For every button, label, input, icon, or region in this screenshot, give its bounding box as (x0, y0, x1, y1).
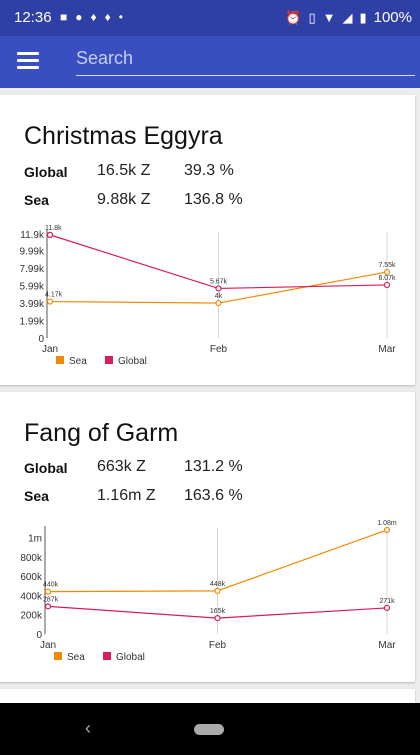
status-time: 12:36 (14, 9, 52, 26)
battery-icon: ▮ (359, 9, 367, 25)
data-label: 7.55k (378, 262, 396, 269)
global-percent: 131.2 % (184, 458, 243, 475)
data-label: 1.08m (377, 520, 397, 527)
y-tick-label: 7.99k (20, 264, 45, 275)
back-icon[interactable]: ‹ (85, 718, 91, 738)
battery-percent: 100% (373, 9, 412, 26)
y-tick-label: 3.99k (20, 299, 45, 310)
global-price: 16.5k Z (97, 162, 151, 179)
data-point (46, 231, 54, 238)
bulb-icon: ♦ (90, 10, 97, 24)
y-tick-label: 1m (28, 534, 42, 545)
y-tick-label: 800k (20, 553, 43, 564)
data-point (383, 281, 391, 289)
vibrate-icon: ▯ (308, 9, 316, 25)
data-label: 448k (210, 581, 226, 588)
navigation-bar: ‹ (0, 703, 420, 755)
y-tick-label: 400k (20, 591, 43, 602)
data-label: 11.8k (45, 225, 62, 232)
data-point (214, 587, 221, 594)
data-label: 4.17k (45, 292, 63, 299)
y-tick-label: 11.9k (20, 230, 45, 241)
legend-label: Global (116, 652, 145, 663)
legend-swatch (103, 652, 111, 660)
legend-label: Sea (69, 356, 87, 367)
dot-icon: • (118, 10, 123, 24)
sea-label: Sea (24, 192, 49, 208)
y-tick-label: 9.99k (20, 247, 45, 258)
system-icons: ⏰ ▯ ▼ ◢ ▮ 100% (285, 9, 412, 26)
data-point (215, 299, 222, 307)
sea-label: Sea (24, 488, 49, 504)
y-tick-label: 0 (38, 334, 44, 345)
legend-label: Global (118, 356, 147, 367)
sea-percent: 136.8 % (184, 191, 243, 208)
facebook-icon: ■ (60, 10, 68, 24)
global-label: Global (24, 460, 68, 476)
item-card[interactable]: Fang of Garm Global 663k Z 131.2 % Sea 1… (0, 392, 415, 682)
x-tick-label: Feb (209, 640, 227, 651)
bulb-icon: ♦ (104, 10, 111, 24)
legend-label: Sea (67, 652, 85, 663)
alarm-icon: ⏰ (285, 9, 302, 25)
data-point (215, 285, 222, 292)
price-chart: 0 1.99k 3.99k 5.99k 7.99k 9.99k 11.9k Jan Feb Mar… (20, 225, 397, 367)
sea-price: 1.16m Z (97, 487, 156, 504)
data-label: 287k (43, 596, 59, 603)
y-tick-label: 600k (20, 572, 43, 583)
search-input[interactable]: Search (76, 46, 415, 76)
data-label: 5.67k (210, 278, 228, 285)
content-scroll[interactable]: Christmas Eggyra Global 16.5k Z 39.3 % S… (0, 88, 420, 703)
x-tick-label: Jan (40, 640, 56, 651)
data-point (383, 604, 391, 612)
global-percent: 39.3 % (184, 162, 234, 179)
x-tick-label: Mar (378, 344, 396, 355)
data-point (383, 268, 391, 276)
legend-swatch (54, 652, 62, 660)
y-tick-label: 1.99k (20, 317, 45, 328)
status-bar: 12:36 ■ ● ♦ ♦ • ⏰ ▯ ▼ ◢ ▮ 100% (0, 0, 420, 36)
data-point (44, 603, 52, 610)
data-label: 271k (379, 598, 395, 605)
sea-price: 9.88k Z (97, 191, 151, 208)
y-tick-label: 5.99k (20, 282, 45, 293)
x-tick-label: Jan (42, 344, 58, 355)
data-point (44, 588, 52, 595)
sea-percent: 163.6 % (184, 487, 243, 504)
global-label: Global (24, 164, 68, 180)
data-label: 165k (210, 608, 226, 615)
data-point (46, 298, 54, 305)
app-bar: Search (0, 36, 420, 88)
data-point (383, 526, 391, 534)
home-button[interactable] (194, 724, 224, 735)
item-card[interactable]: Christmas Eggyra Global 16.5k Z 39.3 % S… (0, 95, 415, 385)
signal-icon: ◢ (342, 9, 353, 25)
wifi-icon: ▼ (322, 10, 336, 25)
global-price: 663k Z (97, 458, 146, 475)
notification-icons: ■ ● ♦ ♦ • (60, 10, 123, 24)
x-tick-label: Mar (378, 640, 396, 651)
y-tick-label: 200k (20, 611, 43, 622)
card-title: Christmas Eggyra (24, 122, 223, 150)
card-title: Fang of Garm (24, 419, 179, 447)
legend-swatch (105, 356, 113, 364)
data-label: 4k (215, 293, 223, 300)
data-label: 440k (43, 582, 59, 589)
price-chart: 0 200k 400k 600k 800k 1m Jan Feb Mar 440k 448k 1.08… (20, 520, 397, 663)
item-card[interactable] (0, 689, 415, 703)
data-point (214, 615, 221, 622)
menu-icon[interactable] (17, 52, 39, 70)
y-tick-label: 0 (36, 630, 42, 641)
line-icon: ● (75, 10, 83, 24)
legend-swatch (56, 356, 64, 364)
data-label: 6.07k (378, 275, 396, 282)
x-tick-label: Feb (210, 344, 228, 355)
